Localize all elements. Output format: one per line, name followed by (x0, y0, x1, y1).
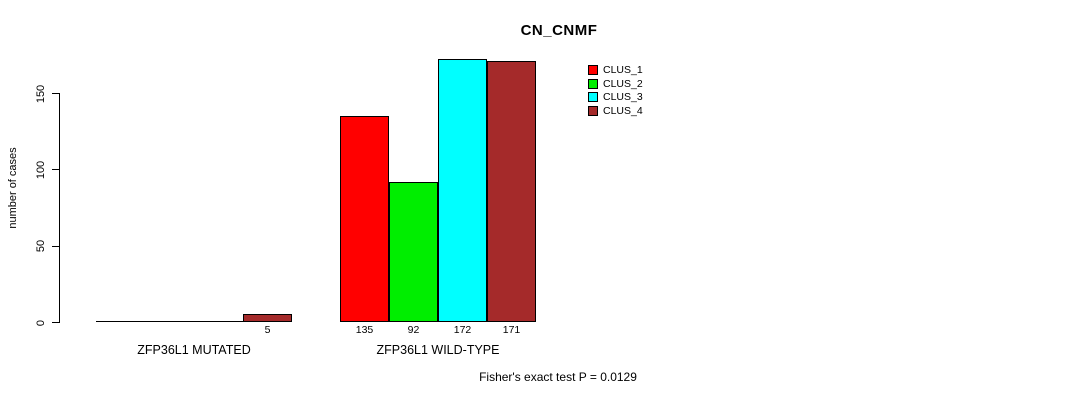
y-tick-label: 50 (35, 240, 47, 253)
bar-zero-clus_2 (145, 321, 195, 322)
legend-swatch-clus_3 (588, 92, 598, 102)
bar-zero-clus_3 (194, 321, 244, 322)
legend-swatch-clus_1 (588, 65, 598, 75)
y-tick-label: 0 (35, 319, 47, 326)
legend-label-clus_1: CLUS_1 (603, 64, 643, 76)
y-tick-mark (52, 245, 59, 247)
legend-swatch-clus_2 (588, 78, 598, 89)
bar-value-label: 171 (502, 324, 521, 336)
bar-clus_3-wildtype (438, 59, 487, 322)
y-axis-title: number of cases (7, 147, 19, 229)
bar-zero-clus_1 (96, 321, 146, 322)
legend-label-clus_3: CLUS_3 (603, 91, 643, 103)
y-tick-label: 150 (35, 84, 47, 103)
y-tick-mark (52, 93, 59, 94)
y-tick-mark (52, 169, 59, 171)
bar-value-label: 5 (264, 324, 271, 336)
bar-value-label: 92 (407, 324, 420, 336)
x-axis-group-label: ZFP36L1 MUTATED (137, 343, 251, 357)
chart-title: CN_CNMF (520, 22, 598, 39)
bar-value-label: 172 (453, 324, 472, 336)
y-tick-label: 100 (35, 160, 47, 180)
bar-value-label: 135 (355, 324, 374, 336)
legend-swatch-clus_4 (588, 105, 598, 116)
bar-clus_1-wildtype (340, 116, 389, 322)
statistical-test-annotation: Fisher's exact test P = 0.0129 (479, 370, 637, 384)
legend-label-clus_2: CLUS_2 (603, 77, 643, 90)
y-tick-mark (52, 322, 59, 323)
bar-clus_4-wildtype (487, 61, 536, 322)
y-axis-line (59, 93, 60, 323)
bar-clus_2-wildtype (389, 182, 438, 322)
bar-clus_4-mutated (243, 314, 292, 322)
x-axis-group-label: ZFP36L1 WILD-TYPE (376, 343, 500, 357)
legend-label-clus_4: CLUS_4 (603, 104, 643, 117)
